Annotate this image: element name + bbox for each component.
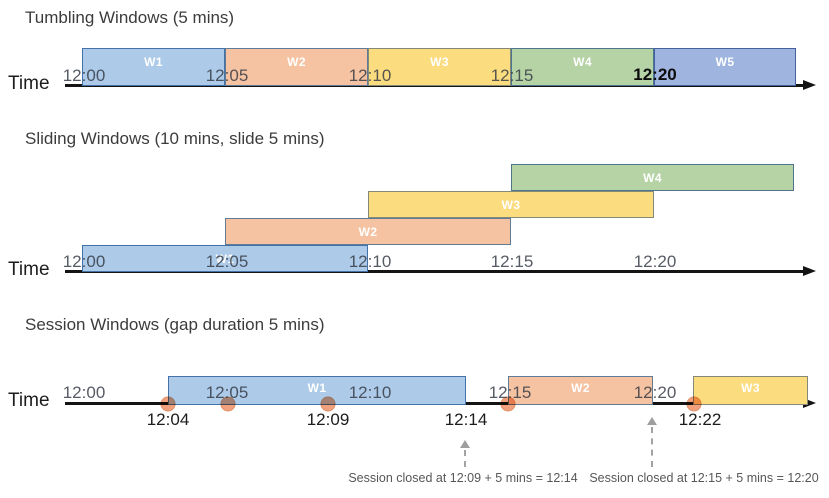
time-axis-label: Time xyxy=(8,73,50,94)
window-bar-tumbling-w3: W3 xyxy=(368,48,511,86)
section-title-tumbling: Tumbling Windows (5 mins) xyxy=(25,8,235,27)
tick-label: 12:10 xyxy=(348,383,392,402)
window-label: W2 xyxy=(571,380,590,395)
window-bar-sliding-w3: W3 xyxy=(368,191,654,218)
annotation-text: Session closed at 12:15 + 5 mins = 12:20 xyxy=(589,471,819,485)
axis-arrowhead-icon xyxy=(803,398,816,408)
annotation-dashed-line xyxy=(464,450,466,467)
tick-label: 12:20 xyxy=(633,65,677,84)
section-title-sliding: Sliding Windows (10 mins, slide 5 mins) xyxy=(25,129,325,148)
time-axis-label: Time xyxy=(8,390,50,411)
window-bar-tumbling-w1: W1 xyxy=(82,48,225,86)
axis-arrowhead-icon xyxy=(803,80,816,90)
window-bar-sliding-w4: W4 xyxy=(511,164,794,191)
tick-label: 12:05 xyxy=(205,383,249,402)
event-dot xyxy=(160,396,176,412)
event-time-label: 12:04 xyxy=(146,410,190,429)
tick-label: 12:00 xyxy=(62,252,106,271)
tick-label: 12:15 xyxy=(490,66,534,85)
window-bar-tumbling-w4: W4 xyxy=(511,48,654,86)
window-bar-tumbling-w5: W5 xyxy=(654,48,796,86)
window-bar-sliding-w2: W2 xyxy=(225,218,511,245)
window-bar-session-w2: W2 xyxy=(508,376,653,405)
tick-label: 12:10 xyxy=(348,252,392,271)
tick-label: 12:00 xyxy=(62,383,106,402)
window-bar-tumbling-w2: W2 xyxy=(225,48,368,86)
tick-label: 12:10 xyxy=(348,66,392,85)
event-dot xyxy=(320,396,336,412)
annotation-text: Session closed at 12:09 + 5 mins = 12:14 xyxy=(348,471,578,485)
tick-label: 12:20 xyxy=(633,383,677,402)
window-label: W5 xyxy=(715,55,735,69)
window-label: W3 xyxy=(741,380,760,395)
window-bar-session-w1: W1 xyxy=(168,376,466,405)
window-label: W2 xyxy=(358,224,378,239)
tick-label: 12:15 xyxy=(488,383,532,402)
window-label: W4 xyxy=(573,55,592,69)
event-time-label: 12:14 xyxy=(444,410,488,429)
event-dot xyxy=(686,396,702,412)
window-bar-sliding-w1: W1 xyxy=(82,245,368,272)
event-dot xyxy=(220,396,236,412)
event-time-label: 12:09 xyxy=(306,410,350,429)
annotation-arrow-up-icon xyxy=(460,440,470,448)
tick-label: 12:20 xyxy=(633,252,677,271)
time-axis-label: Time xyxy=(8,259,50,280)
window-label: W1 xyxy=(144,55,163,69)
time-axis xyxy=(65,270,804,273)
window-label: W3 xyxy=(501,197,521,212)
tick-label: 12:15 xyxy=(490,252,534,271)
annotation-arrow-up-icon xyxy=(647,417,657,425)
event-time-label: 12:22 xyxy=(678,410,722,429)
window-label: W3 xyxy=(430,55,449,69)
window-label: W1 xyxy=(215,251,235,266)
window-label: W2 xyxy=(287,55,306,69)
annotation-dashed-line xyxy=(651,427,653,467)
tick-label: 12:05 xyxy=(205,252,249,271)
axis-arrowhead-icon xyxy=(803,266,816,276)
window-bar-session-w3: W3 xyxy=(693,376,808,405)
event-dot xyxy=(500,396,516,412)
tick-label: 12:00 xyxy=(62,66,106,85)
window-label: W1 xyxy=(307,380,327,395)
tick-label: 12:05 xyxy=(205,66,249,85)
window-label: W4 xyxy=(643,170,662,185)
section-title-session: Session Windows (gap duration 5 mins) xyxy=(25,315,325,334)
